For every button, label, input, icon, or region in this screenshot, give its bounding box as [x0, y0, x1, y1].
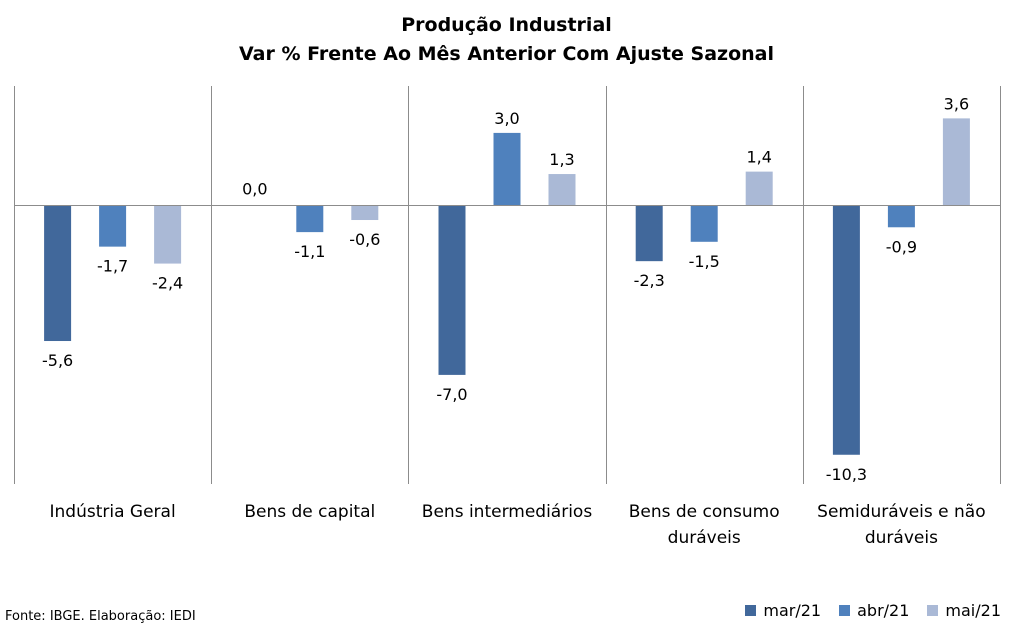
bar: [154, 205, 182, 264]
bar: [942, 118, 970, 206]
legend-item-mar21: mar/21: [745, 601, 821, 620]
legend-label-abr21: abr/21: [857, 601, 910, 620]
legend-item-mai21: mai/21: [927, 601, 1001, 620]
data-label: -1,7: [97, 257, 128, 276]
data-label: 3,6: [944, 94, 969, 113]
bar: [887, 205, 915, 228]
category-label: Bens de capital: [244, 502, 375, 522]
data-label: -1,1: [294, 242, 325, 261]
data-label: -0,6: [349, 230, 380, 249]
category-label: Indústria Geral: [50, 502, 176, 522]
bar: [745, 171, 773, 206]
category-label: duráveis: [865, 528, 938, 548]
legend-label-mai21: mai/21: [945, 601, 1001, 620]
legend-item-abr21: abr/21: [839, 601, 909, 620]
bar: [690, 205, 718, 242]
legend-label-mar21: mar/21: [763, 601, 822, 620]
data-label: 0,0: [242, 180, 267, 199]
category-label: duráveis: [668, 528, 741, 548]
legend-swatch-mar21: [745, 605, 757, 616]
data-label: -7,0: [436, 385, 467, 404]
bar: [635, 205, 663, 262]
bar: [438, 205, 466, 375]
legend-swatch-mai21: [927, 605, 939, 616]
chart-title-line-1: Produção Industrial: [401, 14, 612, 36]
data-label: 1,4: [746, 148, 771, 167]
data-label: 1,3: [549, 150, 574, 169]
data-label: 3,0: [494, 109, 519, 128]
bar-chart-plot: -5,6 0,0 -7,0 -2,3 -10,3 -1,7 -1,1 3,0 -1,5 -0,9 -…: [14, 86, 1001, 548]
bar: [99, 205, 127, 247]
data-label: -0,9: [886, 237, 917, 256]
data-label: -5,6: [42, 351, 73, 370]
legend-swatch-abr21: [839, 605, 851, 616]
bar: [548, 174, 576, 206]
bar: [296, 205, 324, 233]
source-note: Fonte: IBGE. Elaboração: IEDI: [5, 609, 196, 624]
category-label: Bens de consumo: [629, 502, 780, 522]
bar: [832, 205, 860, 455]
bar: [44, 205, 72, 342]
chart-title-line-2: Var % Frente Ao Mês Anterior Com Ajuste …: [239, 43, 774, 65]
data-label: -10,3: [826, 465, 867, 484]
category-label: Semiduráveis e não: [817, 502, 985, 522]
data-label: -2,4: [152, 274, 183, 293]
bar: [493, 132, 521, 206]
data-label: -2,3: [634, 271, 665, 290]
chart-legend: mar/21 abr/21 mai/21: [745, 601, 1001, 620]
category-label: Bens intermediários: [422, 502, 593, 522]
data-label: -1,5: [689, 252, 720, 271]
bar: [351, 205, 379, 221]
